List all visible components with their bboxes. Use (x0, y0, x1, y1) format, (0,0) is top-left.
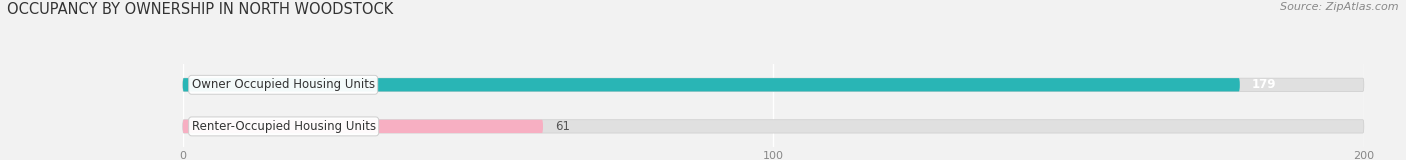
FancyBboxPatch shape (183, 120, 1364, 133)
Text: 179: 179 (1251, 78, 1277, 91)
Text: Renter-Occupied Housing Units: Renter-Occupied Housing Units (191, 120, 375, 133)
Text: Source: ZipAtlas.com: Source: ZipAtlas.com (1281, 2, 1399, 12)
Text: OCCUPANCY BY OWNERSHIP IN NORTH WOODSTOCK: OCCUPANCY BY OWNERSHIP IN NORTH WOODSTOC… (7, 2, 394, 17)
Text: 61: 61 (555, 120, 569, 133)
FancyBboxPatch shape (183, 78, 1364, 92)
Text: Owner Occupied Housing Units: Owner Occupied Housing Units (191, 78, 375, 91)
FancyBboxPatch shape (183, 120, 543, 133)
FancyBboxPatch shape (183, 78, 1240, 92)
